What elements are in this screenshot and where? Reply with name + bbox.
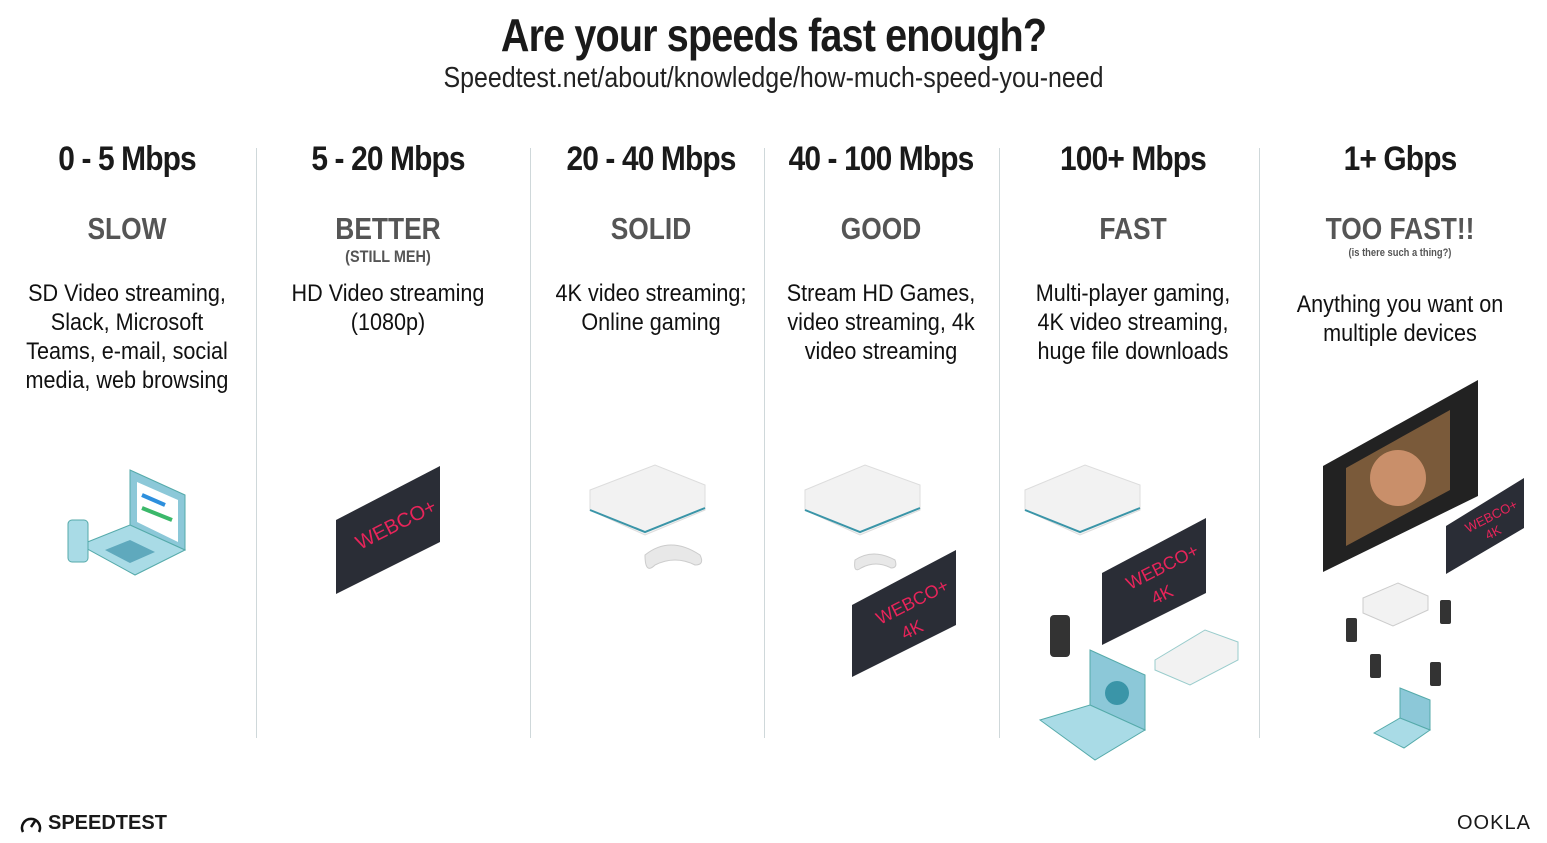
- tier-label: SOLID: [610, 211, 692, 246]
- tier-good: 40 - 100 Mbps GOOD Stream HD Games, vide…: [770, 140, 992, 366]
- tier-sublabel: (is there such a thing?): [1348, 247, 1452, 259]
- page-subtitle: Speedtest.net/about/knowledge/how-much-s…: [443, 62, 1104, 94]
- tier-better: 5 - 20 Mbps BETTER (STILL MEH) HD Video …: [270, 140, 506, 337]
- tier-label: SLOW: [87, 211, 167, 246]
- tier-description: 4K video streaming; Online gaming: [555, 280, 747, 336]
- tier-sublabel: [787, 247, 976, 269]
- tv-devices-icon: WEBCO+ 4K: [1323, 380, 1524, 749]
- divider: [530, 148, 531, 738]
- tier-label: GOOD: [840, 211, 922, 246]
- tier-speed: 0 - 5 Mbps: [58, 140, 196, 178]
- tier-label: BETTER: [335, 211, 441, 246]
- tier-description: SD Video streaming, Slack, Microsoft Tea…: [25, 280, 229, 394]
- speedtest-logo-text: SPEEDTEST: [48, 812, 167, 834]
- ookla-logo: OOKLA: [1457, 812, 1531, 834]
- divider: [999, 148, 1000, 738]
- tier-speed: 40 - 100 Mbps: [788, 140, 975, 178]
- tier-description: Multi-player gaming, 4K video streaming,…: [1035, 280, 1231, 365]
- divider: [256, 148, 257, 738]
- divider: [764, 148, 765, 738]
- tier-sublabel: [28, 247, 227, 269]
- tv-4k-label: 4K: [1483, 522, 1504, 543]
- divider: [1259, 148, 1260, 738]
- tier-speed: 20 - 40 Mbps: [566, 140, 736, 178]
- tier-label: FAST: [1099, 211, 1167, 246]
- page-title: Are your speeds fast enough?: [500, 9, 1047, 61]
- tier-speed: 100+ Mbps: [1060, 140, 1207, 178]
- speedtest-logo: SPEEDTEST: [20, 812, 167, 835]
- tier-fast: 100+ Mbps FAST Multi-player gaming, 4K v…: [1010, 140, 1256, 366]
- tier-description: Stream HD Games, video streaming, 4k vid…: [786, 280, 976, 365]
- laptop-phone-icon: [67, 469, 187, 576]
- tier-description: HD Video streaming (1080p): [291, 280, 485, 336]
- console-controller-icon: [589, 464, 706, 569]
- tier-too-fast: 1+ Gbps TOO FAST!! (is there such a thin…: [1280, 140, 1520, 348]
- tier-solid: 20 - 40 Mbps SOLID 4K video streaming; O…: [540, 140, 762, 337]
- console-tv-icon: WEBCO+ 4K: [804, 464, 956, 677]
- tier-sublabel: [557, 247, 746, 269]
- tier-sublabel: (STILL MEH): [345, 247, 431, 266]
- tier-speed: 1+ Gbps: [1343, 140, 1458, 178]
- multi-device-icon: WEBCO+ 4K: [1024, 464, 1239, 761]
- tier-slow: 0 - 5 Mbps SLOW SD Video streaming, Slac…: [10, 140, 244, 395]
- tier-speed: 5 - 20 Mbps: [311, 140, 465, 178]
- tv-icon: WEBCO+: [336, 466, 440, 594]
- tier-label: TOO FAST!!: [1325, 211, 1475, 246]
- gauge-icon: [20, 817, 42, 833]
- tier-description: Anything you want on multiple devices: [1296, 291, 1504, 347]
- tier-sublabel: [1028, 247, 1237, 269]
